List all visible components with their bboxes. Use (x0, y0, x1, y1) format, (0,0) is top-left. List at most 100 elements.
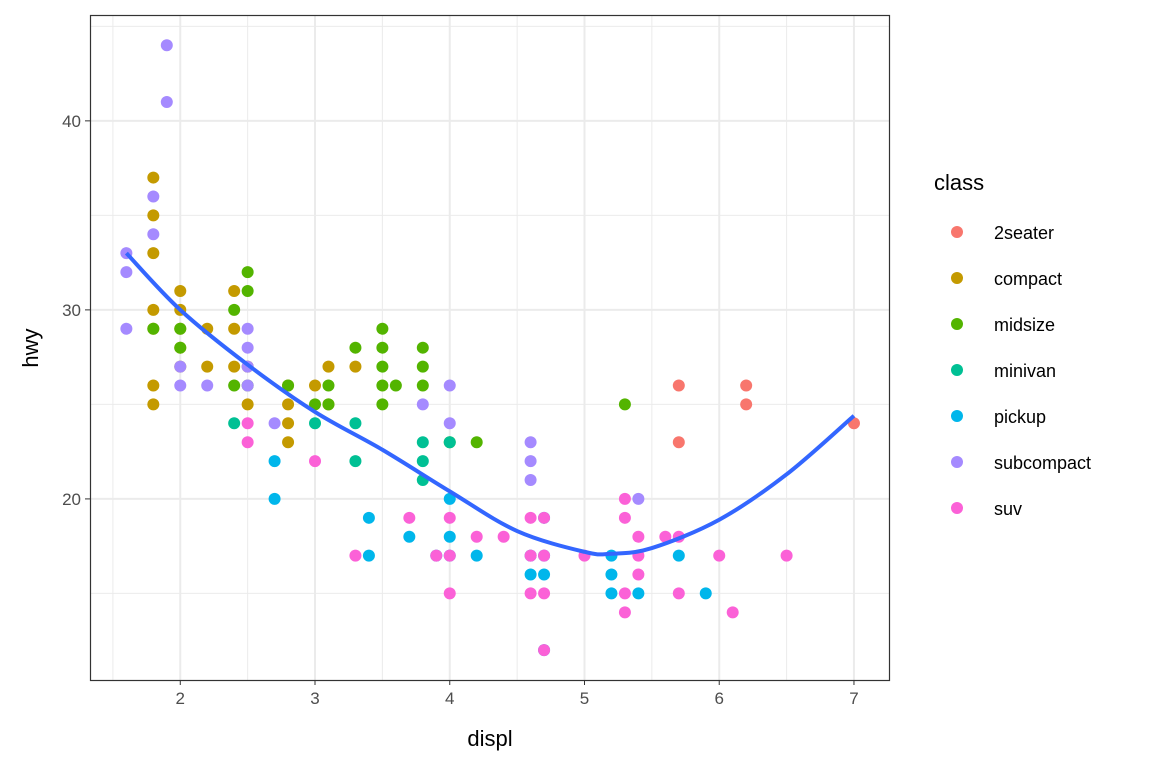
point-pickup (538, 568, 551, 581)
point-midsize (618, 398, 631, 411)
point-subcompact (147, 228, 160, 241)
y-tick-label: 20 (62, 490, 81, 509)
point-suv (349, 549, 362, 562)
point-suv (241, 417, 254, 430)
point-midsize (322, 398, 335, 411)
point-compact (282, 398, 295, 411)
point-minivan (416, 436, 429, 449)
point-subcompact (120, 266, 133, 279)
point-midsize (376, 379, 389, 392)
point-midsize (376, 322, 389, 335)
legend-key-subcompact (951, 456, 963, 468)
point-suv (430, 549, 443, 562)
x-axis-label: displ (467, 726, 512, 751)
point-minivan (309, 417, 322, 430)
point-subcompact (160, 39, 173, 52)
point-minivan (228, 417, 241, 430)
legend-title: class (934, 170, 984, 195)
point-compact (282, 417, 295, 430)
point-pickup (403, 530, 416, 543)
point-suv (632, 568, 645, 581)
point-compact (282, 436, 295, 449)
point-pickup (632, 587, 645, 600)
point-compact (147, 247, 160, 260)
x-tick-label: 7 (849, 689, 858, 708)
point-midsize (389, 379, 402, 392)
point-suv (659, 530, 672, 543)
point-midsize (282, 379, 295, 392)
point-2seater (740, 398, 753, 411)
point-minivan (349, 455, 362, 468)
x-tick-label: 2 (176, 689, 185, 708)
smooth-line-group (124, 251, 856, 557)
point-midsize (147, 322, 160, 335)
point-midsize (376, 341, 389, 354)
point-suv (524, 549, 537, 562)
point-suv (497, 530, 510, 543)
point-compact (241, 398, 254, 411)
point-suv (618, 511, 631, 524)
point-subcompact (120, 322, 133, 335)
point-pickup (605, 587, 618, 600)
point-suv (443, 549, 456, 562)
point-compact (147, 209, 160, 222)
point-compact (228, 284, 241, 297)
point-midsize (349, 341, 362, 354)
grid (90, 15, 889, 680)
point-suv (538, 644, 551, 657)
point-suv (618, 492, 631, 505)
point-pickup (443, 530, 456, 543)
point-suv (524, 511, 537, 524)
legend-label-suv: suv (994, 499, 1022, 519)
y-tick-label: 30 (62, 301, 81, 320)
legend-key-compact (951, 272, 963, 284)
point-midsize (376, 398, 389, 411)
axis-ticks: 2 3 4 5 6 7 20 30 40 (62, 112, 859, 708)
legend-key-suv (951, 502, 963, 514)
point-subcompact (524, 455, 537, 468)
legend-key-midsize (951, 318, 963, 330)
y-axis-label: hwy (18, 328, 43, 367)
legend-label-midsize: midsize (994, 315, 1055, 335)
point-pickup (268, 492, 281, 505)
point-midsize (174, 322, 187, 335)
point-subcompact (241, 341, 254, 354)
point-2seater (672, 379, 685, 392)
legend-label-2seater: 2seater (994, 223, 1054, 243)
point-subcompact (416, 398, 429, 411)
legend-key-2seater (951, 226, 963, 238)
point-suv (524, 587, 537, 600)
point-subcompact (443, 417, 456, 430)
point-subcompact (241, 379, 254, 392)
point-2seater (672, 436, 685, 449)
point-compact (228, 322, 241, 335)
point-pickup (524, 568, 537, 581)
x-tick-label: 4 (445, 689, 454, 708)
point-compact (147, 379, 160, 392)
point-compact (147, 398, 160, 411)
point-subcompact (241, 322, 254, 335)
point-midsize (174, 341, 187, 354)
point-midsize (416, 341, 429, 354)
y-tick-label: 40 (62, 112, 81, 131)
point-2seater (740, 379, 753, 392)
point-suv (632, 530, 645, 543)
legend-label-pickup: pickup (994, 407, 1046, 427)
point-compact (174, 284, 187, 297)
point-midsize (416, 360, 429, 373)
legend-key-pickup (951, 410, 963, 422)
legend-key-minivan (951, 364, 963, 376)
point-suv (403, 511, 416, 524)
point-compact (322, 360, 335, 373)
point-pickup (443, 492, 456, 505)
point-subcompact (174, 360, 187, 373)
point-pickup (672, 549, 685, 562)
point-suv (726, 606, 739, 619)
point-suv (618, 606, 631, 619)
point-subcompact (201, 379, 214, 392)
x-tick-label: 6 (714, 689, 723, 708)
point-midsize (322, 379, 335, 392)
x-tick-label: 3 (310, 689, 319, 708)
point-suv (780, 549, 793, 562)
